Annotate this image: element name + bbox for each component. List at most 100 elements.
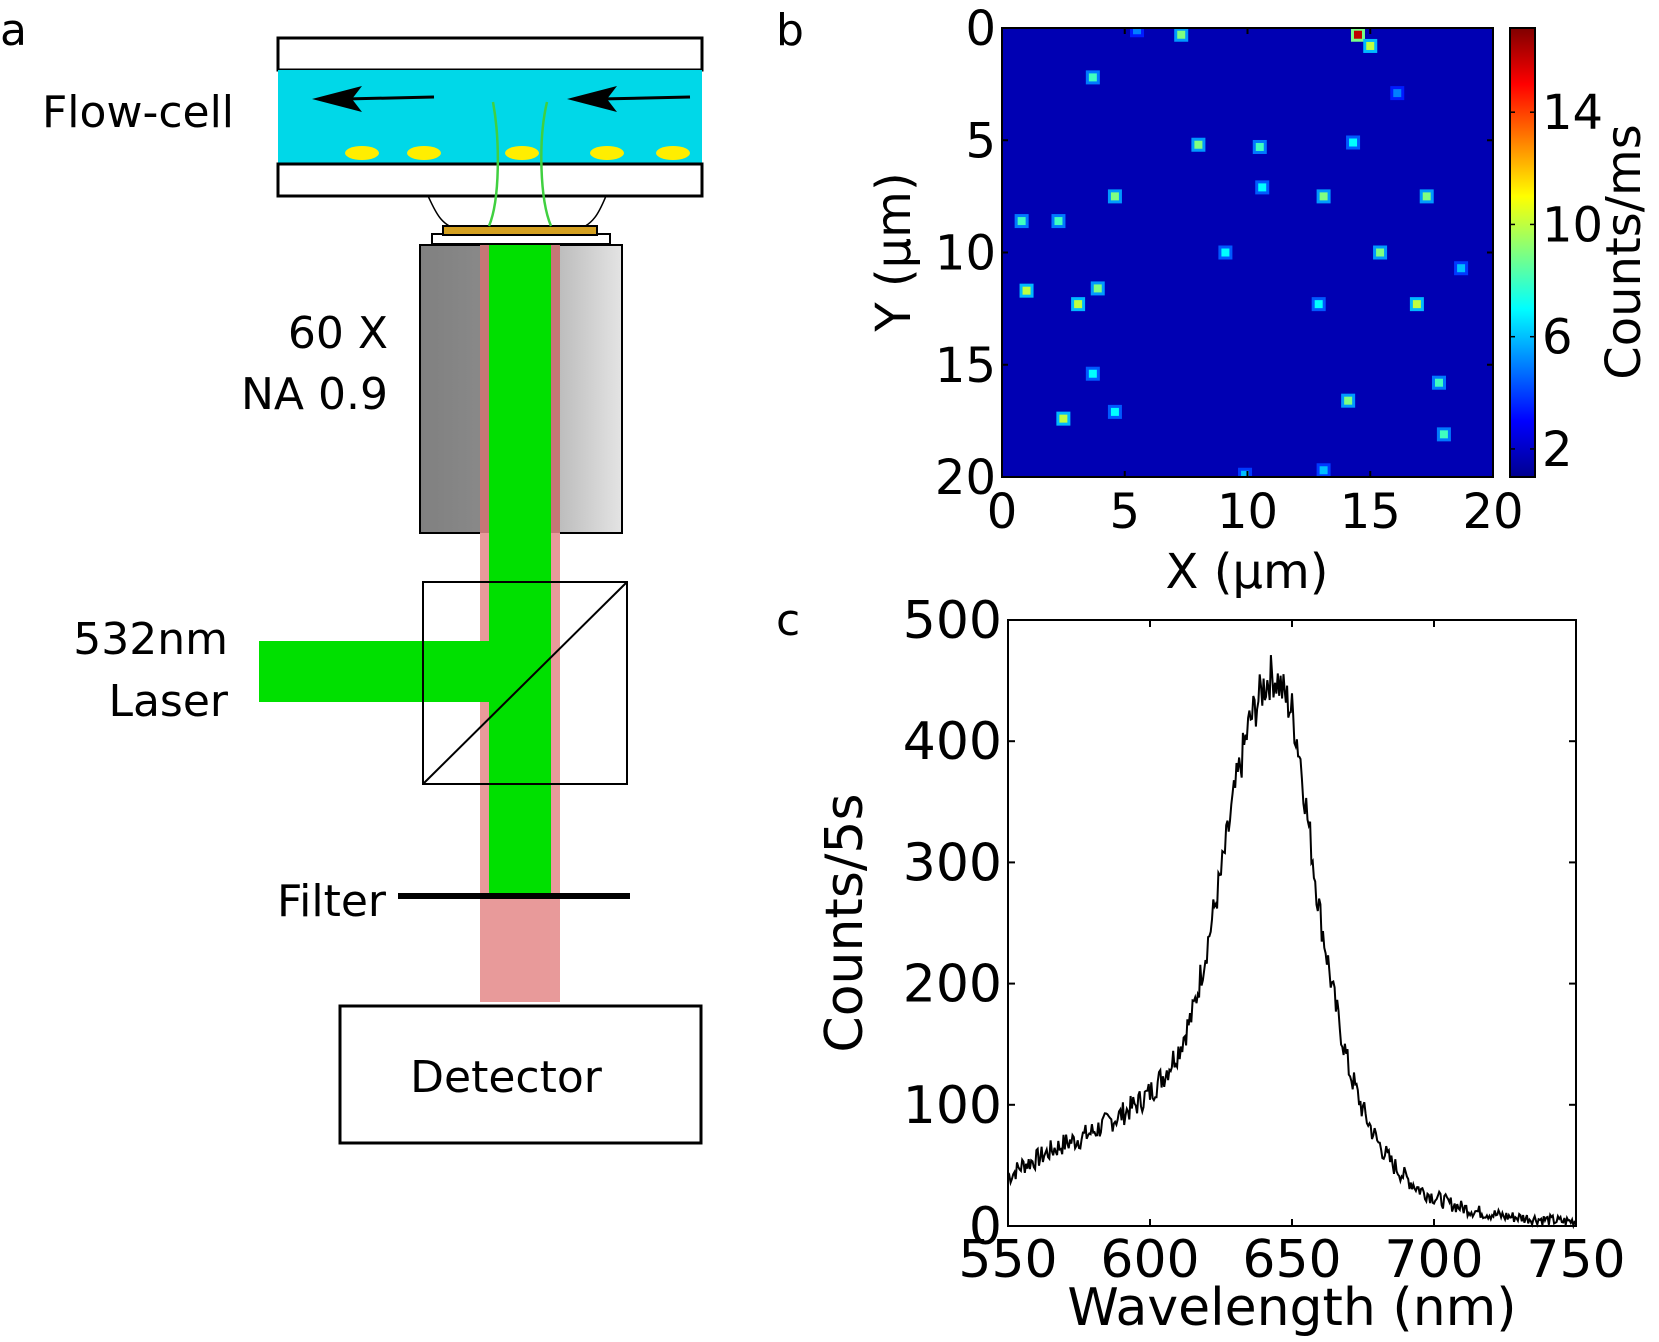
spectrum-y-axis-label: Counts/5s bbox=[815, 793, 875, 1052]
sample-plate bbox=[442, 225, 598, 236]
panel-b-heatmap: b 0 5 10 15 20 0 5 10 15 20 X (µm) Y (µm) 2 6 10 14… bbox=[776, 1, 1652, 600]
colorbar-label: Counts/ms bbox=[1596, 124, 1652, 380]
heatmap-y-tick-label: 20 bbox=[935, 450, 996, 506]
heatmap-spot bbox=[1439, 430, 1448, 439]
laser-wavelength-label: 532nm bbox=[73, 614, 228, 665]
heatmap-spot bbox=[1177, 30, 1186, 39]
heatmap-spot bbox=[1393, 89, 1402, 98]
panel-a-schematic: a Flow-cell bbox=[0, 5, 704, 1145]
heatmap-spot bbox=[1194, 140, 1203, 149]
flow-cell-bottom-wall bbox=[276, 162, 704, 198]
heatmap-spot bbox=[1074, 300, 1083, 309]
spectrum-x-axis-label: Wavelength (nm) bbox=[1067, 1278, 1516, 1338]
colorbar-tick-label: 6 bbox=[1542, 310, 1573, 366]
heatmap-spot bbox=[1319, 192, 1328, 201]
heatmap-spot bbox=[1088, 369, 1097, 378]
heatmap-spot bbox=[1366, 41, 1375, 50]
heatmap-spot bbox=[1258, 183, 1267, 192]
focused-beam-left bbox=[487, 101, 500, 227]
heatmap-spot bbox=[1110, 407, 1119, 416]
heatmap-spot bbox=[1022, 286, 1031, 295]
heatmap-spot bbox=[1241, 470, 1250, 477]
laser-label: Laser bbox=[108, 676, 228, 727]
particle bbox=[345, 146, 379, 160]
spectrum-x-tick-label: 550 bbox=[958, 1230, 1057, 1290]
heatmap-spot bbox=[1434, 378, 1443, 387]
particle bbox=[590, 146, 624, 160]
flow-direction-arrow-icon bbox=[312, 86, 435, 112]
panel-label-b: b bbox=[776, 5, 804, 56]
heatmap-spot bbox=[1349, 138, 1358, 147]
heatmap-spots bbox=[1014, 28, 1469, 477]
laser-beam-input bbox=[259, 641, 525, 702]
heatmap-spot bbox=[1376, 248, 1385, 257]
colorbar bbox=[1509, 27, 1536, 478]
particle bbox=[407, 146, 441, 160]
heatmap-spot bbox=[1221, 248, 1230, 257]
flow-cell-label: Flow-cell bbox=[42, 87, 234, 138]
spectrum-frame bbox=[1007, 619, 1577, 1227]
heatmap-spot bbox=[1255, 142, 1264, 151]
laser-beam-vertical bbox=[489, 245, 551, 893]
flow-direction-arrow-icon bbox=[567, 86, 691, 112]
flow-cell-support-right bbox=[574, 195, 607, 231]
heatmap-y-tick-label: 5 bbox=[965, 113, 996, 169]
heatmap-x-tick-label: 20 bbox=[1462, 484, 1523, 540]
heatmap-spot bbox=[1412, 300, 1421, 309]
heatmap-x-axis-label: X (µm) bbox=[1166, 544, 1329, 600]
panel-label-c: c bbox=[776, 595, 800, 646]
spectrum-y-ticks: 0 100 200 300 400 500 bbox=[903, 591, 1576, 1257]
heatmap-spot bbox=[1110, 192, 1119, 201]
heatmap-spot bbox=[1054, 217, 1063, 226]
heatmap-y-tick-label: 10 bbox=[935, 226, 996, 282]
flow-particles bbox=[345, 146, 690, 160]
heatmap-spot bbox=[1457, 264, 1466, 273]
heatmap-spot bbox=[1353, 30, 1362, 39]
heatmap-spot bbox=[1133, 28, 1142, 35]
spectrum-y-tick-label: 400 bbox=[903, 712, 1002, 772]
heatmap-x-ticks: 0 5 10 15 20 bbox=[987, 28, 1524, 540]
spectrum-x-tick-label: 750 bbox=[1526, 1230, 1625, 1290]
particle bbox=[505, 146, 539, 160]
focused-beam-right bbox=[540, 101, 553, 227]
spectrum-y-tick-label: 200 bbox=[903, 955, 1002, 1015]
heatmap-spot bbox=[1422, 192, 1431, 201]
spectrum-x-tick-label: 700 bbox=[1384, 1230, 1483, 1290]
heatmap-x-tick-label: 5 bbox=[1109, 484, 1140, 540]
heatmap-background bbox=[1002, 28, 1493, 477]
colorbar-ticks: 2 6 10 14 bbox=[1510, 85, 1603, 478]
colorbar-tick-label: 14 bbox=[1542, 85, 1603, 141]
particle bbox=[656, 146, 690, 160]
heatmap-x-tick-label: 0 bbox=[987, 484, 1018, 540]
heatmap-spot bbox=[1314, 300, 1323, 309]
heatmap-y-ticks: 0 5 10 15 20 bbox=[935, 1, 1493, 506]
spectrum-y-tick-label: 500 bbox=[903, 591, 1002, 651]
heatmap-y-tick-label: 0 bbox=[965, 1, 996, 57]
heatmap-spot bbox=[1088, 73, 1097, 82]
colorbar-tick-label: 2 bbox=[1542, 422, 1573, 478]
heatmap-spot bbox=[1059, 414, 1068, 423]
heatmap-x-tick-label: 10 bbox=[1217, 484, 1278, 540]
spectrum-y-tick-label: 0 bbox=[969, 1197, 1002, 1257]
detector-label: Detector bbox=[410, 1052, 603, 1103]
objective-na-label: NA 0.9 bbox=[241, 369, 388, 420]
heatmap-y-tick-label: 15 bbox=[935, 338, 996, 394]
panel-c-spectrum: c 550 600 650 700 750 0 100 200 300 400 500 Wavel… bbox=[776, 591, 1626, 1338]
heatmap-y-axis-label: Y (µm) bbox=[866, 172, 922, 332]
flow-cell-channel bbox=[278, 70, 702, 164]
spectrum-y-tick-label: 300 bbox=[903, 833, 1002, 893]
flow-cell-top-wall bbox=[276, 36, 704, 72]
heatmap-spot bbox=[1017, 217, 1026, 226]
objective-magnification-label: 60 X bbox=[288, 308, 388, 359]
spectrum-x-tick-label: 650 bbox=[1242, 1230, 1341, 1290]
heatmap-spot bbox=[1319, 466, 1328, 475]
spectrum-x-tick-label: 600 bbox=[1100, 1230, 1199, 1290]
beam-splitter-icon bbox=[422, 581, 628, 785]
colorbar-tick-label: 10 bbox=[1542, 197, 1603, 253]
panel-label-a: a bbox=[0, 5, 27, 56]
spectrum-line bbox=[1007, 655, 1577, 1230]
filter-label: Filter bbox=[277, 876, 387, 927]
heatmap-spot bbox=[1093, 284, 1102, 293]
detector-box bbox=[338, 1004, 703, 1145]
